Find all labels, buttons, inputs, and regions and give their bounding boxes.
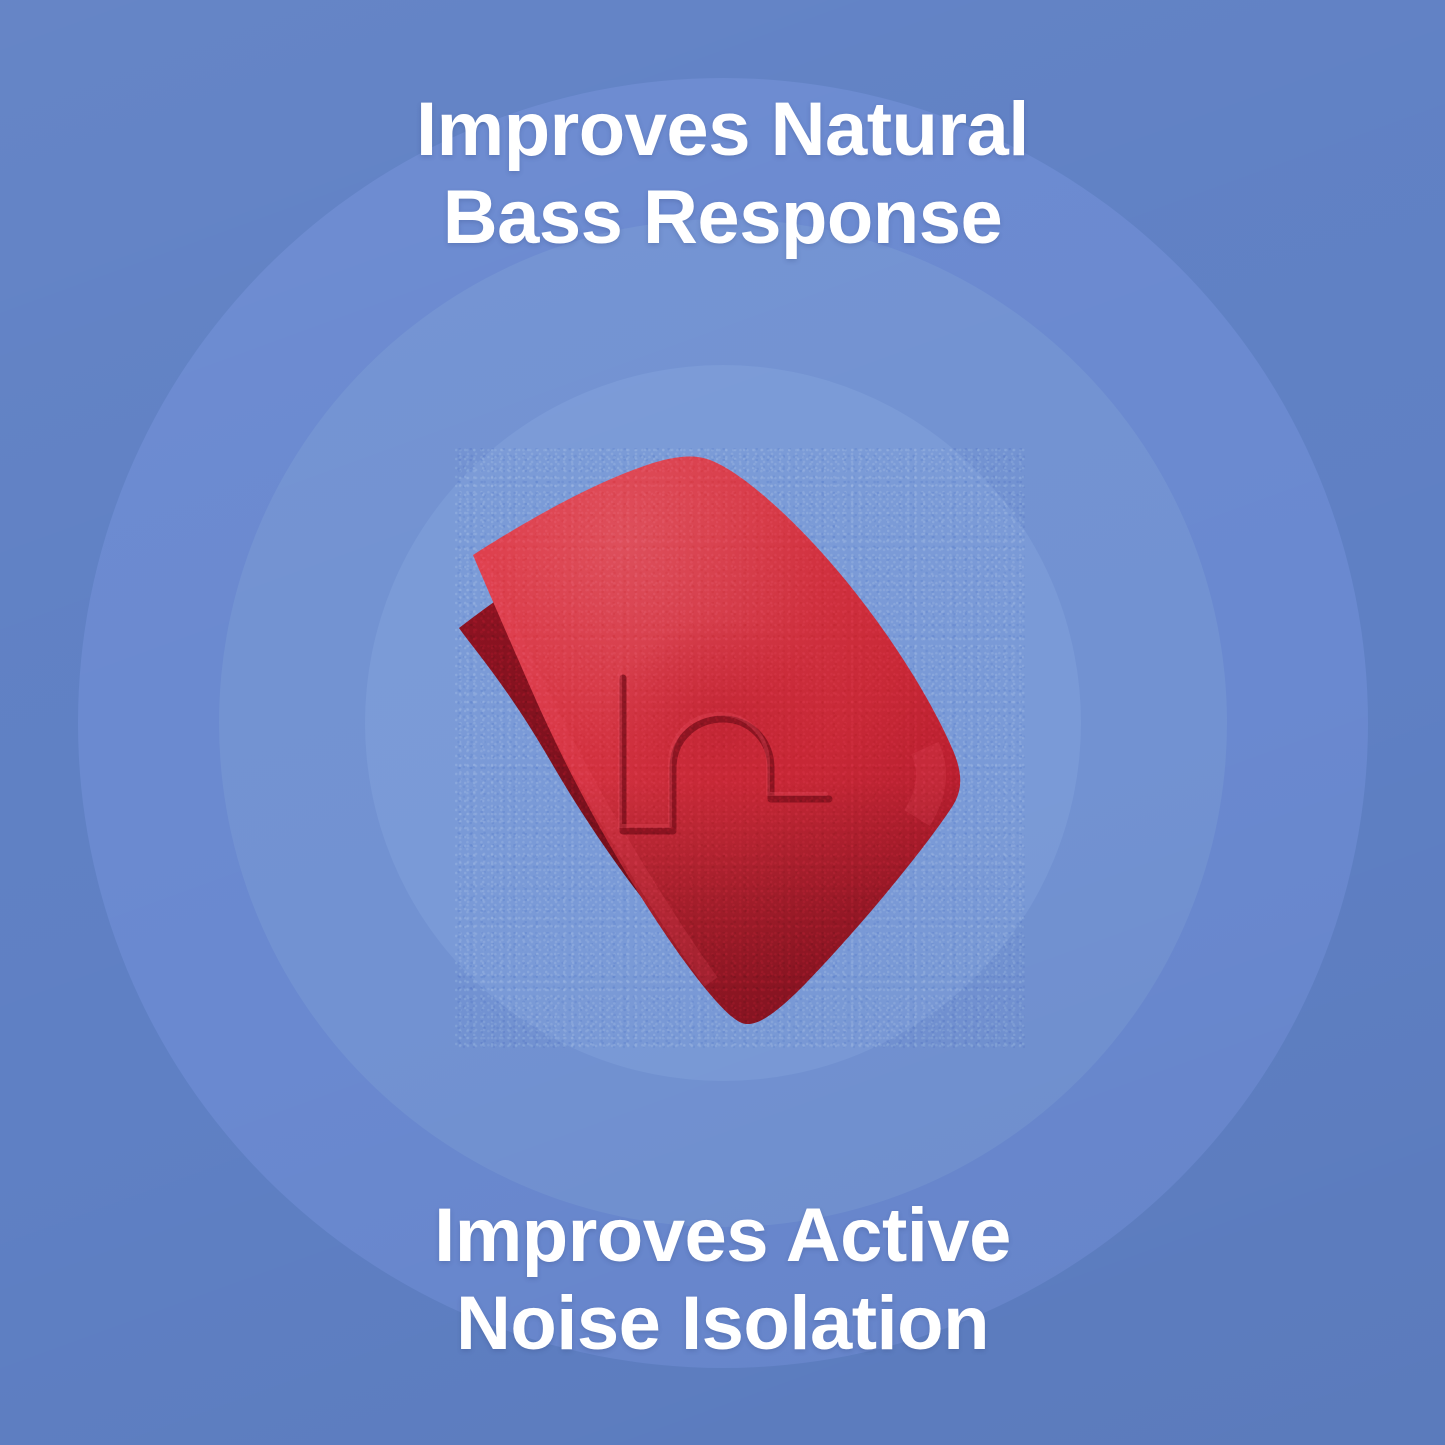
headline-bottom: Improves Active Noise Isolation <box>434 1193 1011 1367</box>
product-front-face <box>473 456 961 1025</box>
product-image-red-foam-ear-tip <box>455 448 1025 1048</box>
headline-top: Improves Natural Bass Response <box>416 87 1029 261</box>
brand-logo-embossed <box>618 671 833 835</box>
